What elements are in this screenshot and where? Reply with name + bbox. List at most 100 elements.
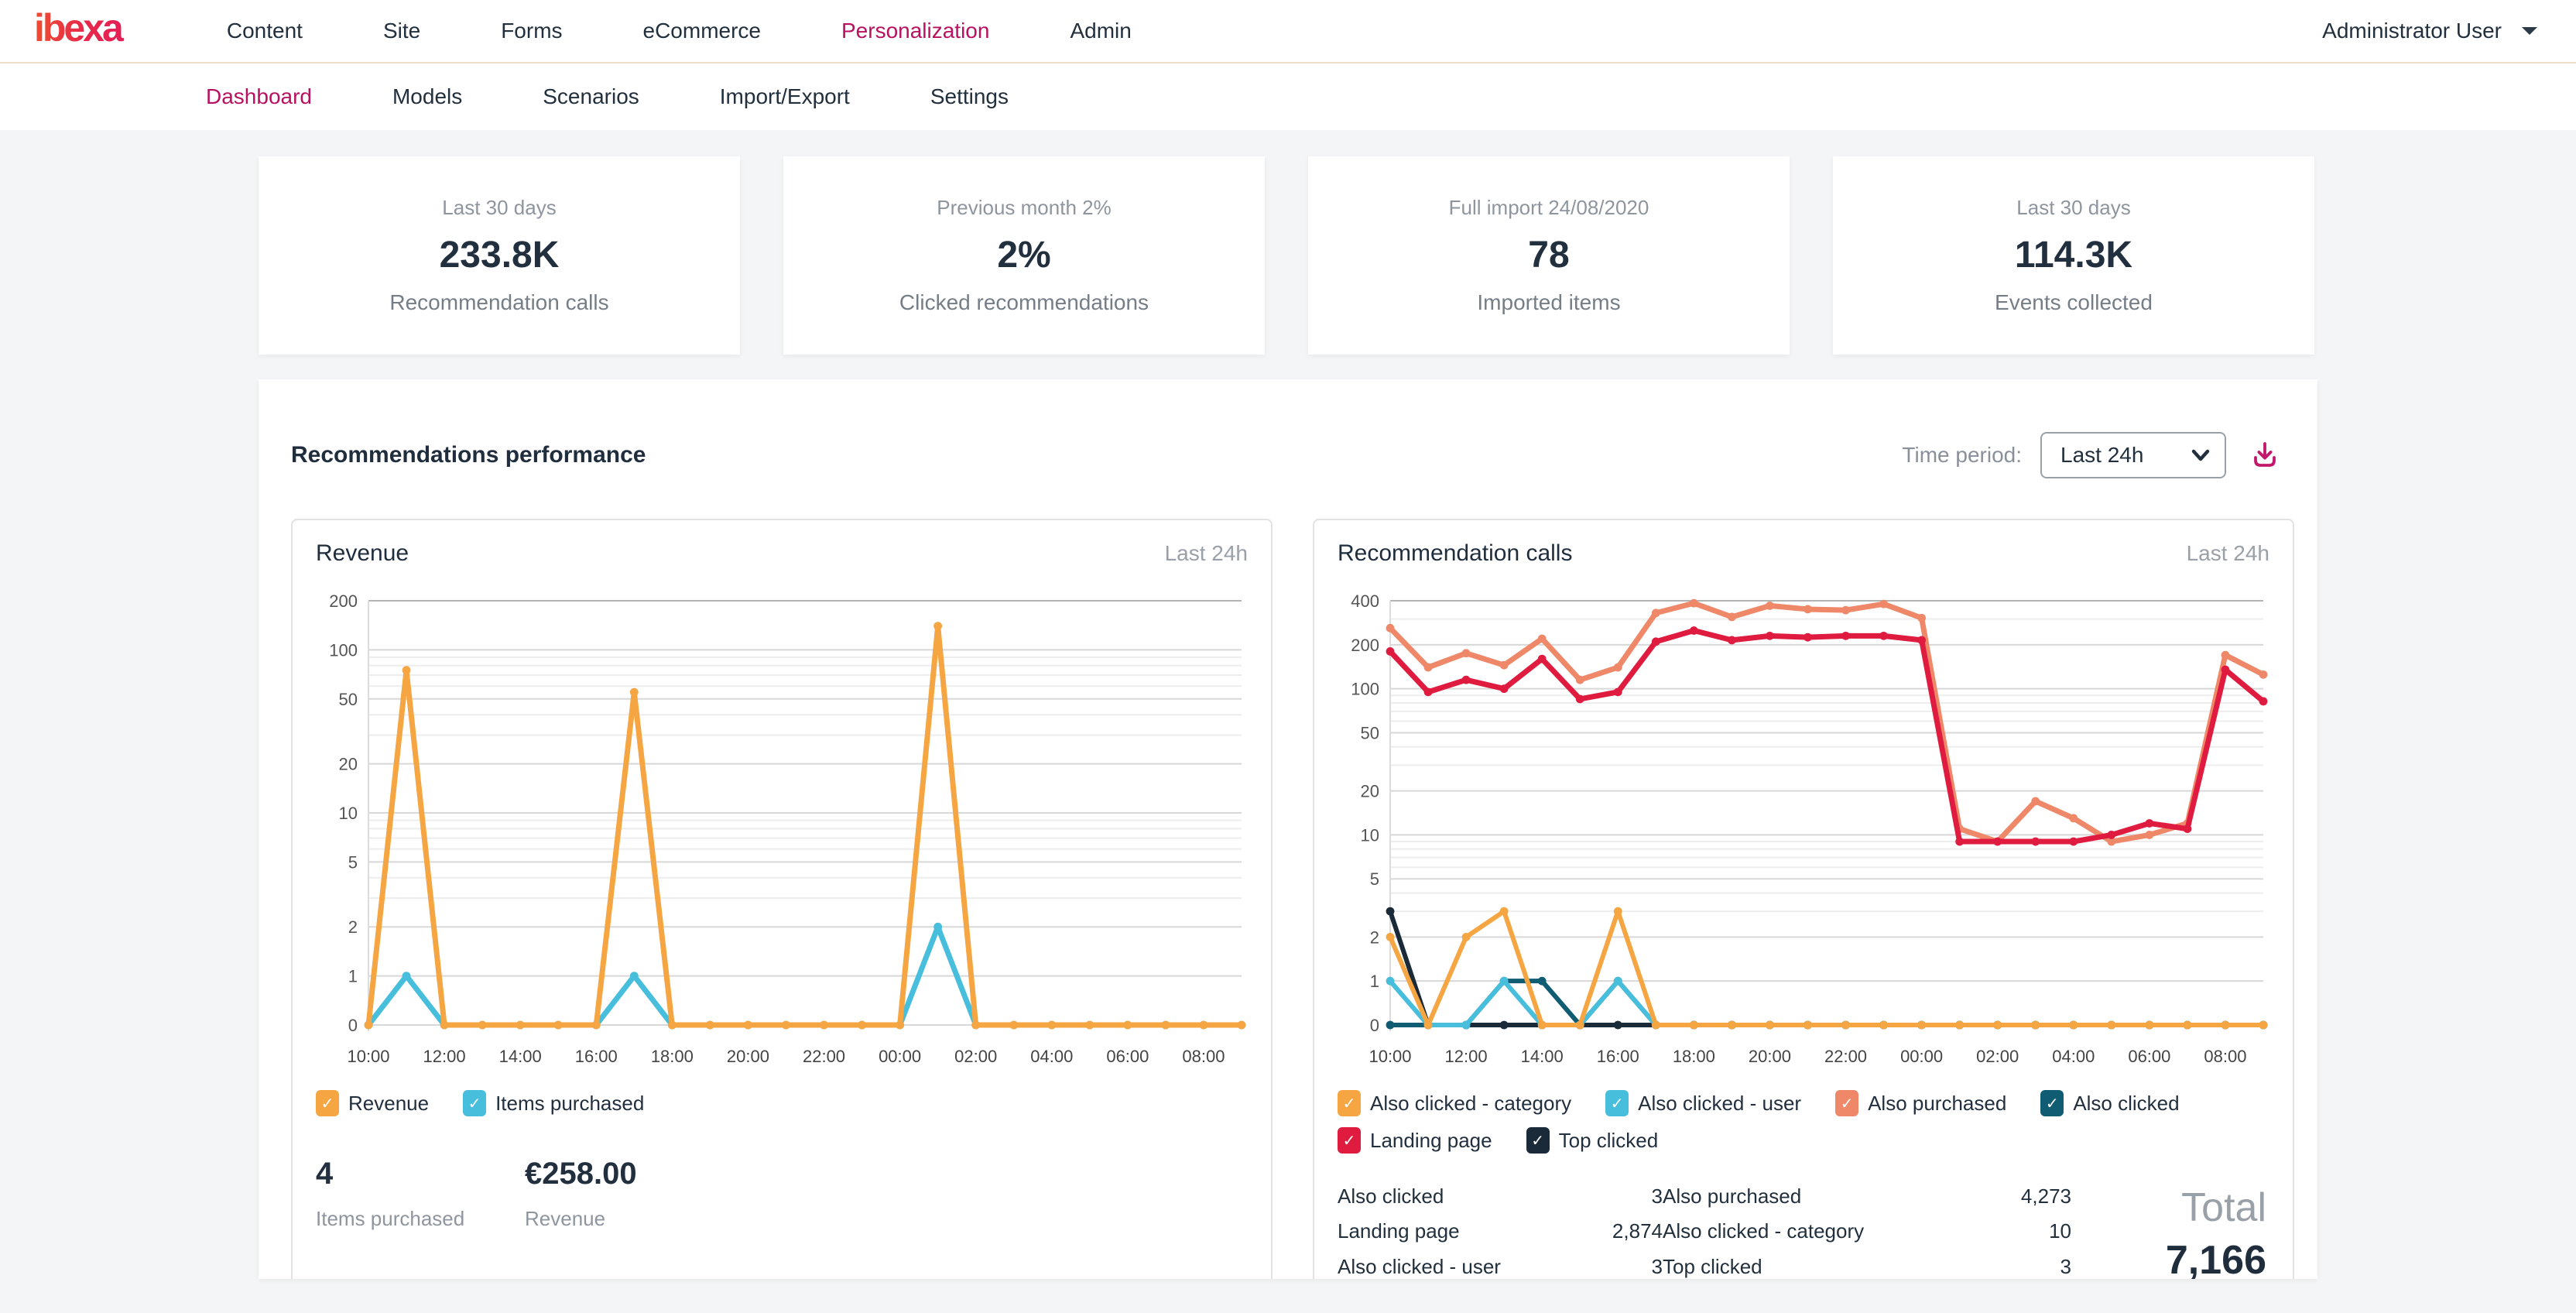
panel-header: Recommendations performance Time period:… — [291, 432, 2285, 478]
nav-item-content[interactable]: Content — [226, 19, 303, 43]
main-nav: Content Site Forms eCommerce Personaliza… — [187, 19, 1172, 43]
revenue-chart-legend: ✓ Revenue ✓ Items purchased — [316, 1090, 1248, 1116]
summary-value: 3 — [1651, 1254, 1663, 1278]
items-purchased-total: 4 Items purchased — [316, 1157, 525, 1231]
summary-label: Also purchased — [1663, 1184, 1802, 1208]
summary-label: Landing page — [1338, 1219, 1460, 1243]
page-content: Last 30 days 233.8K Recommendation calls… — [0, 130, 2576, 1279]
stat-label: Full import 24/08/2020 — [1448, 196, 1649, 219]
chart-header: Recommendation calls Last 24h — [1338, 540, 2269, 567]
subnav-item-dashboard[interactable]: Dashboard — [206, 84, 312, 108]
legend-checkbox-icon: ✓ — [316, 1090, 339, 1116]
chevron-down-icon — [2191, 449, 2210, 461]
calls-chart-legend: ✓ Also clicked - category ✓ Also clicked - … — [1338, 1090, 2269, 1154]
svg-text:20:00: 20:00 — [1749, 1047, 1791, 1066]
legend-item-also-clicked[interactable]: ✓ Also clicked — [2040, 1090, 2180, 1116]
legend-item-landing-page[interactable]: ✓ Landing page — [1338, 1127, 1492, 1154]
svg-text:02:00: 02:00 — [1976, 1047, 2019, 1066]
svg-text:50: 50 — [339, 690, 358, 709]
total-label: Total — [2181, 1185, 2266, 1230]
svg-text:16:00: 16:00 — [1597, 1047, 1639, 1066]
svg-text:1: 1 — [348, 967, 358, 986]
revenue-chart-card: Revenue Last 24h 0 1 2 5 10 20 50 100 200 10:00 12… — [291, 519, 1273, 1279]
recommendations-performance-panel: Recommendations performance Time period:… — [259, 379, 2317, 1279]
chart-title: Revenue — [316, 540, 409, 566]
chevron-down-icon — [2522, 27, 2537, 35]
legend-label: Also clicked - category — [1370, 1091, 1572, 1115]
legend-checkbox-icon: ✓ — [1338, 1090, 1361, 1116]
stat-label: Previous month 2% — [937, 196, 1112, 219]
svg-text:1: 1 — [1370, 972, 1379, 991]
time-period-select[interactable]: Last 24h — [2040, 432, 2226, 478]
legend-label: Also clicked — [2073, 1091, 2180, 1115]
summary-value: 3 — [2060, 1254, 2071, 1278]
ibexa-logo[interactable]: ibexa — [15, 9, 143, 53]
revenue-line-chart: 0 1 2 5 10 20 50 100 200 10:00 12:00 14:00 16:00 18:0… — [329, 591, 1246, 1066]
stat-card-imported-items: Full import 24/08/2020 78 Imported items — [1308, 156, 1790, 355]
user-menu[interactable]: Administrator User — [2322, 19, 2539, 43]
download-report-button[interactable] — [2245, 435, 2285, 475]
svg-text:00:00: 00:00 — [1900, 1047, 1943, 1066]
legend-item-items-purchased[interactable]: ✓ Items purchased — [463, 1090, 644, 1116]
svg-text:100: 100 — [329, 640, 358, 660]
nav-item-site[interactable]: Site — [382, 19, 421, 43]
stat-label: Last 30 days — [2016, 196, 2131, 219]
svg-text:20:00: 20:00 — [727, 1047, 769, 1066]
recommendation-calls-chart-card: Recommendation calls Last 24h 0 1 2 5 10 20 50… — [1313, 519, 2294, 1279]
chart-title: Recommendation calls — [1338, 540, 1573, 566]
chart-period: Last 24h — [1164, 541, 1248, 565]
svg-text:2: 2 — [1370, 927, 1379, 947]
legend-checkbox-icon: ✓ — [1338, 1127, 1361, 1154]
nav-item-ecommerce[interactable]: eCommerce — [642, 19, 761, 43]
svg-text:10:00: 10:00 — [1368, 1047, 1411, 1066]
nav-item-forms[interactable]: Forms — [501, 19, 563, 43]
subnav-item-scenarios[interactable]: Scenarios — [543, 84, 639, 108]
svg-text:06:00: 06:00 — [2128, 1047, 2170, 1066]
revenue-value: €258.00 — [525, 1157, 637, 1191]
stats-row: Last 30 days 233.8K Recommendation calls… — [259, 156, 2317, 355]
stat-sublabel: Events collected — [1995, 290, 2153, 314]
revenue-totals: 4 Items purchased €258.00 Revenue — [316, 1157, 1248, 1231]
personalization-subnav: Dashboard Models Scenarios Import/Export… — [0, 62, 2576, 130]
svg-text:04:00: 04:00 — [2052, 1047, 2095, 1066]
svg-text:14:00: 14:00 — [1521, 1047, 1564, 1066]
svg-text:20: 20 — [339, 755, 358, 774]
chart-header: Revenue Last 24h — [316, 540, 1248, 567]
charts-row: Revenue Last 24h 0 1 2 5 10 20 50 100 200 10:00 12… — [291, 519, 2294, 1279]
summary-value: 3 — [1651, 1184, 1663, 1208]
legend-checkbox-icon: ✓ — [1835, 1090, 1859, 1116]
svg-text:08:00: 08:00 — [2204, 1047, 2246, 1066]
items-purchased-label: Items purchased — [316, 1207, 465, 1230]
subnav-item-models[interactable]: Models — [392, 84, 463, 108]
svg-text:18:00: 18:00 — [1673, 1047, 1715, 1066]
nav-item-personalization[interactable]: Personalization — [841, 19, 990, 43]
stat-label: Last 30 days — [442, 196, 557, 219]
svg-text:18:00: 18:00 — [651, 1047, 694, 1066]
svg-text:100: 100 — [1351, 680, 1379, 699]
svg-text:10:00: 10:00 — [347, 1047, 389, 1066]
subnav-item-import-export[interactable]: Import/Export — [719, 84, 850, 108]
svg-text:20: 20 — [1361, 782, 1379, 801]
nav-item-admin[interactable]: Admin — [1070, 19, 1132, 43]
legend-item-also-purchased[interactable]: ✓ Also purchased — [1835, 1090, 2006, 1116]
svg-text:02:00: 02:00 — [954, 1047, 997, 1066]
legend-item-also-clicked-category[interactable]: ✓ Also clicked - category — [1338, 1090, 1571, 1116]
legend-item-also-clicked-user[interactable]: ✓ Also clicked - user — [1605, 1090, 1801, 1116]
time-period-group: Time period: Last 24h — [1902, 432, 2285, 478]
summary-value: 4,273 — [2020, 1184, 2071, 1208]
legend-checkbox-icon: ✓ — [1605, 1090, 1629, 1116]
legend-label: Also purchased — [1868, 1091, 2007, 1115]
items-purchased-value: 4 — [316, 1157, 334, 1191]
svg-text:50: 50 — [1361, 723, 1379, 742]
legend-item-top-clicked[interactable]: ✓ Top clicked — [1526, 1127, 1658, 1154]
svg-text:00:00: 00:00 — [879, 1047, 921, 1066]
top-navigation: ibexa Content Site Forms eCommerce Perso… — [0, 0, 2576, 62]
stat-value: 114.3K — [2014, 235, 2133, 276]
summary-label: Also clicked - user — [1338, 1254, 1501, 1278]
legend-item-revenue[interactable]: ✓ Revenue — [316, 1090, 429, 1116]
recommendation-calls-line-chart: 0 1 2 5 10 20 50 100 200 400 10:00 12:00 14:00 16:00 1… — [1351, 591, 2268, 1066]
subnav-item-settings[interactable]: Settings — [930, 84, 1009, 108]
legend-label: Revenue — [348, 1091, 430, 1115]
revenue-total: €258.00 Revenue — [525, 1157, 637, 1231]
